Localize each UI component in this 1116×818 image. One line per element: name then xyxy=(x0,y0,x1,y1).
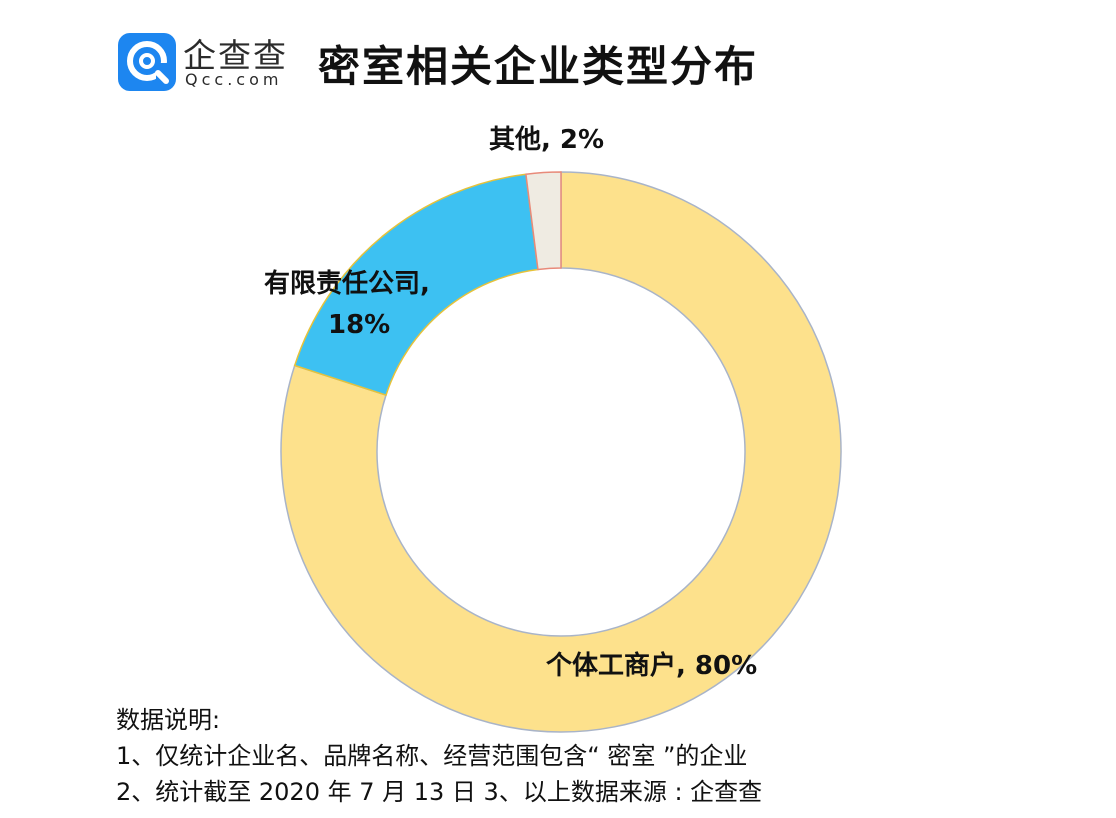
label-other: 其他, 2% xyxy=(489,125,605,155)
chart-title: 密室相关企业类型分布 xyxy=(318,42,759,91)
notes-heading: 数据说明: xyxy=(116,706,221,734)
notes-line-2: 2、统计截至 2020 年 7 月 13 日 3、以上数据来源 : 企查查 xyxy=(116,778,763,806)
data-notes: 数据说明: 1、仅统计企业名、品牌名称、经营范围包含“ 密室 ”的企业 2、统计… xyxy=(116,702,762,810)
qcc-logo-icon xyxy=(118,33,176,91)
logo-english-text: Qcc.com xyxy=(185,70,283,89)
donut-slice-个体工商户 xyxy=(280,171,842,733)
donut-slice-其他 xyxy=(525,171,562,271)
notes-line-1: 1、仅统计企业名、品牌名称、经营范围包含“ 密室 ”的企业 xyxy=(116,742,748,770)
label-llc-name: 有限责任公司, xyxy=(264,269,430,299)
logo-chinese-text: 企查查 xyxy=(183,36,288,75)
label-individual: 个体工商户, 80% xyxy=(546,651,758,681)
label-llc-value: 18% xyxy=(328,310,391,340)
